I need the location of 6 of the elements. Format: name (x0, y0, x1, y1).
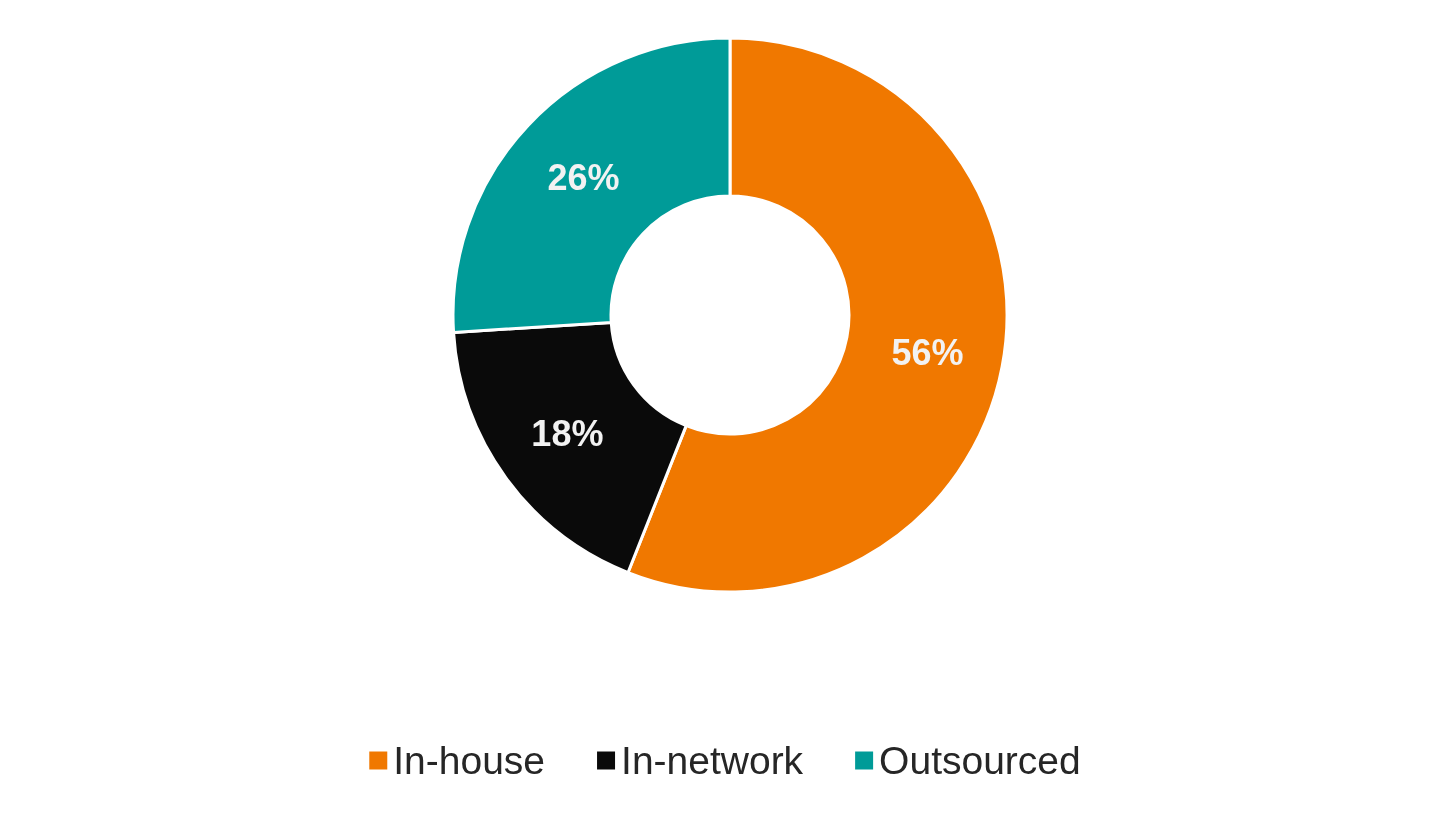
data-label: 18% (531, 412, 604, 454)
data-label: 56% (891, 332, 964, 374)
data-label: 26% (547, 156, 620, 198)
legend-label: Outsourced (879, 739, 1081, 782)
legend-label: In-network (621, 739, 804, 782)
legend-label: In-house (393, 739, 546, 782)
